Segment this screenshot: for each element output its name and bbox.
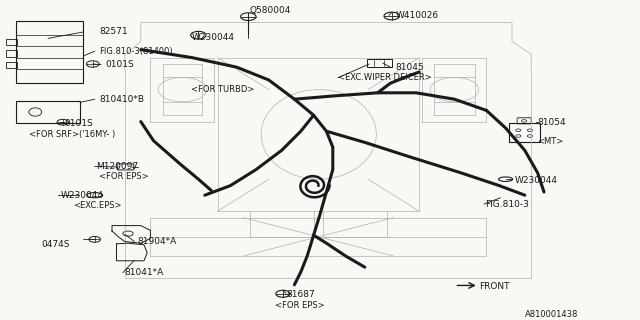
Text: <MT>: <MT> [538, 137, 564, 146]
Text: <FOR TURBD>: <FOR TURBD> [191, 85, 254, 94]
Text: W410026: W410026 [396, 11, 438, 20]
Text: W230044: W230044 [515, 176, 558, 185]
Text: A810001438: A810001438 [525, 310, 578, 319]
Text: FIG.810-3: FIG.810-3 [485, 200, 529, 209]
Text: 81054: 81054 [538, 118, 566, 127]
Bar [6, 39, 17, 45]
Text: M120097: M120097 [96, 162, 138, 171]
Text: 0101S: 0101S [64, 119, 93, 128]
Bar [6, 62, 17, 68]
Text: 81904*A: 81904*A [138, 237, 177, 246]
Text: 0101S: 0101S [106, 60, 134, 69]
Text: W230044: W230044 [61, 191, 104, 200]
Text: 82571: 82571 [99, 28, 128, 36]
Text: <FOR EPS>: <FOR EPS> [99, 172, 149, 181]
Text: <EXC.EPS>: <EXC.EPS> [74, 201, 122, 210]
Bar [6, 50, 17, 57]
Text: 81041*A: 81041*A [125, 268, 164, 277]
Text: 0474S: 0474S [42, 240, 70, 249]
Text: <FOR SRF>('16MY- ): <FOR SRF>('16MY- ) [29, 130, 115, 139]
Text: 810410*B: 810410*B [99, 95, 144, 104]
Text: 81687: 81687 [287, 290, 316, 299]
Text: FIG.810-3(81400): FIG.810-3(81400) [99, 47, 173, 56]
Text: FRONT: FRONT [479, 282, 509, 291]
Text: 81045: 81045 [396, 63, 424, 72]
Text: <FOR EPS>: <FOR EPS> [275, 301, 325, 310]
Text: W230044: W230044 [192, 33, 235, 42]
Text: <EXC.WIPER DEICER>: <EXC.WIPER DEICER> [338, 73, 431, 82]
Text: Q580004: Q580004 [250, 6, 291, 15]
